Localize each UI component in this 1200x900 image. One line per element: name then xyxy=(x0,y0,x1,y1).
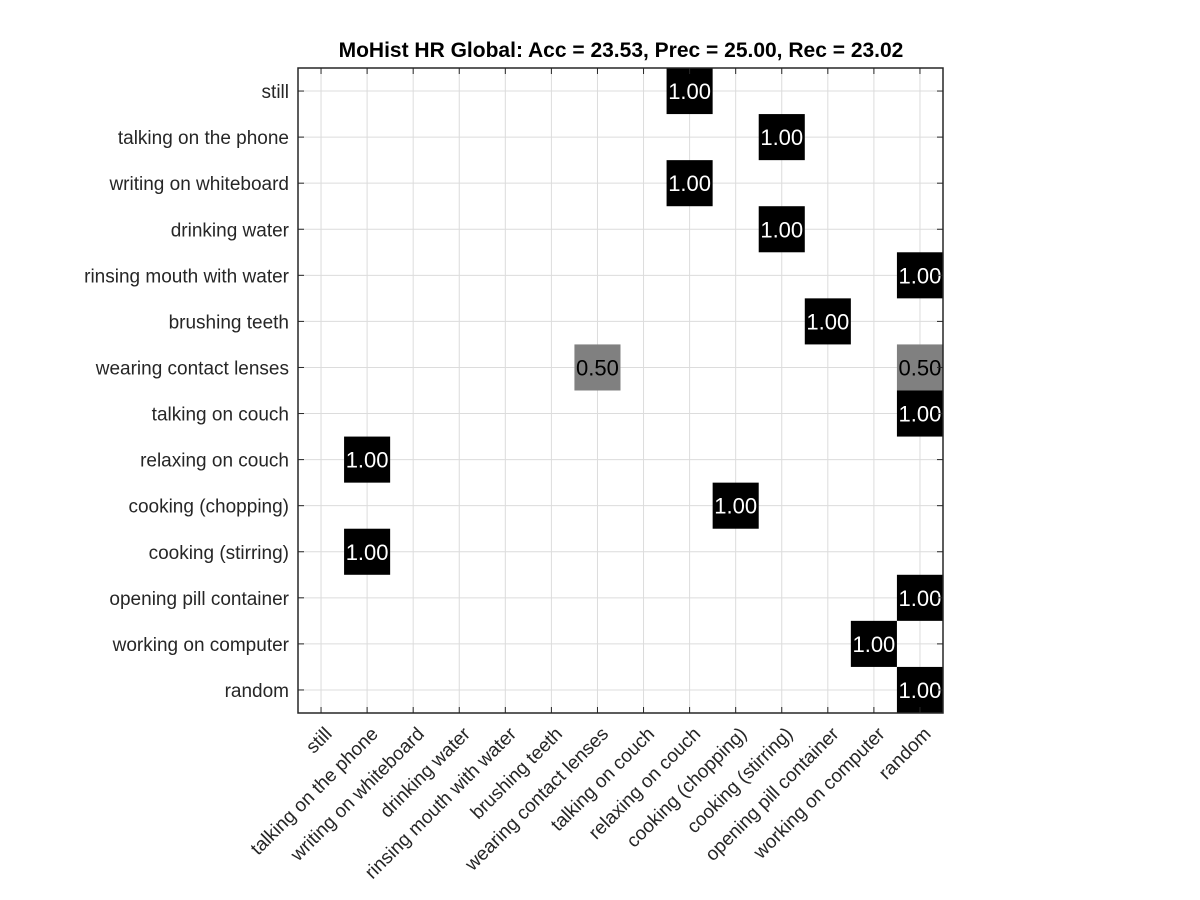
y-tick-label: brushing teeth xyxy=(169,312,289,333)
heatmap-cell xyxy=(896,344,943,391)
y-tick-label: rinsing mouth with water xyxy=(84,266,290,287)
cell-value-label: 1.00 xyxy=(806,309,849,334)
y-tick-label: cooking (chopping) xyxy=(128,497,289,518)
y-tick-label: random xyxy=(225,681,289,702)
cell-value-label: 1.00 xyxy=(668,79,711,104)
heatmap-cell xyxy=(574,344,621,391)
cell-value-label: 1.00 xyxy=(714,494,757,519)
axes-box xyxy=(297,67,944,714)
heatmap-cells: 1.001.001.001.001.001.000.50 0.501.001.00… xyxy=(344,68,943,713)
heatmap-cell xyxy=(896,390,943,437)
y-tick-label: wearing contact lenses xyxy=(95,358,289,379)
cell-value-label: 1.00 xyxy=(760,217,803,242)
y-tick-label: writing on whiteboard xyxy=(108,174,289,195)
heatmap-cell xyxy=(804,298,851,345)
heatmap-cell xyxy=(896,574,943,621)
y-tick-label: cooking (stirring) xyxy=(149,543,289,564)
x-tick-label: still xyxy=(302,724,336,758)
heatmap-cell xyxy=(896,252,943,299)
cell-value-label: 1.00 xyxy=(852,632,895,657)
y-tick-label: opening pill container xyxy=(109,589,289,610)
cell-value-label: 0.50 xyxy=(576,355,619,380)
y-tick-labels: still talking on the phone writing on whit… xyxy=(84,82,290,702)
chart-title: MoHist HR Global: Acc = 23.53, Prec = 25… xyxy=(339,39,904,62)
cell-value-label: 1.00 xyxy=(899,678,942,703)
axes xyxy=(297,67,944,714)
cell-value-label: 1.00 xyxy=(899,402,942,427)
cell-value-label: 1.00 xyxy=(668,171,711,196)
heatmap-cell xyxy=(758,206,805,253)
heatmap-cell xyxy=(344,436,391,483)
y-tick-label: talking on the phone xyxy=(118,128,289,149)
heatmap-cell xyxy=(666,160,713,207)
y-tick-label: talking on couch xyxy=(152,405,289,426)
y-tick-label: working on computer xyxy=(112,635,290,656)
x-tick-label: random xyxy=(875,724,935,784)
heatmap-cell xyxy=(666,68,713,115)
cell-value-label: 1.00 xyxy=(346,448,389,473)
cell-value-label: 1.00 xyxy=(346,540,389,565)
heatmap-cell xyxy=(850,620,897,667)
cell-value-label: 1.00 xyxy=(760,125,803,150)
heatmap-cell xyxy=(712,482,759,529)
cell-value-label: 1.00 xyxy=(899,586,942,611)
cell-value-label: 0.50 xyxy=(899,355,942,380)
y-tick-label: relaxing on couch xyxy=(140,451,289,472)
heatmap-cell xyxy=(344,528,391,575)
heatmap-cell xyxy=(896,666,943,713)
cell-value-label: 1.00 xyxy=(899,263,942,288)
y-tick-label: drinking water xyxy=(171,220,290,241)
y-tick-label: still xyxy=(262,82,289,103)
heatmap-cell xyxy=(758,114,805,161)
